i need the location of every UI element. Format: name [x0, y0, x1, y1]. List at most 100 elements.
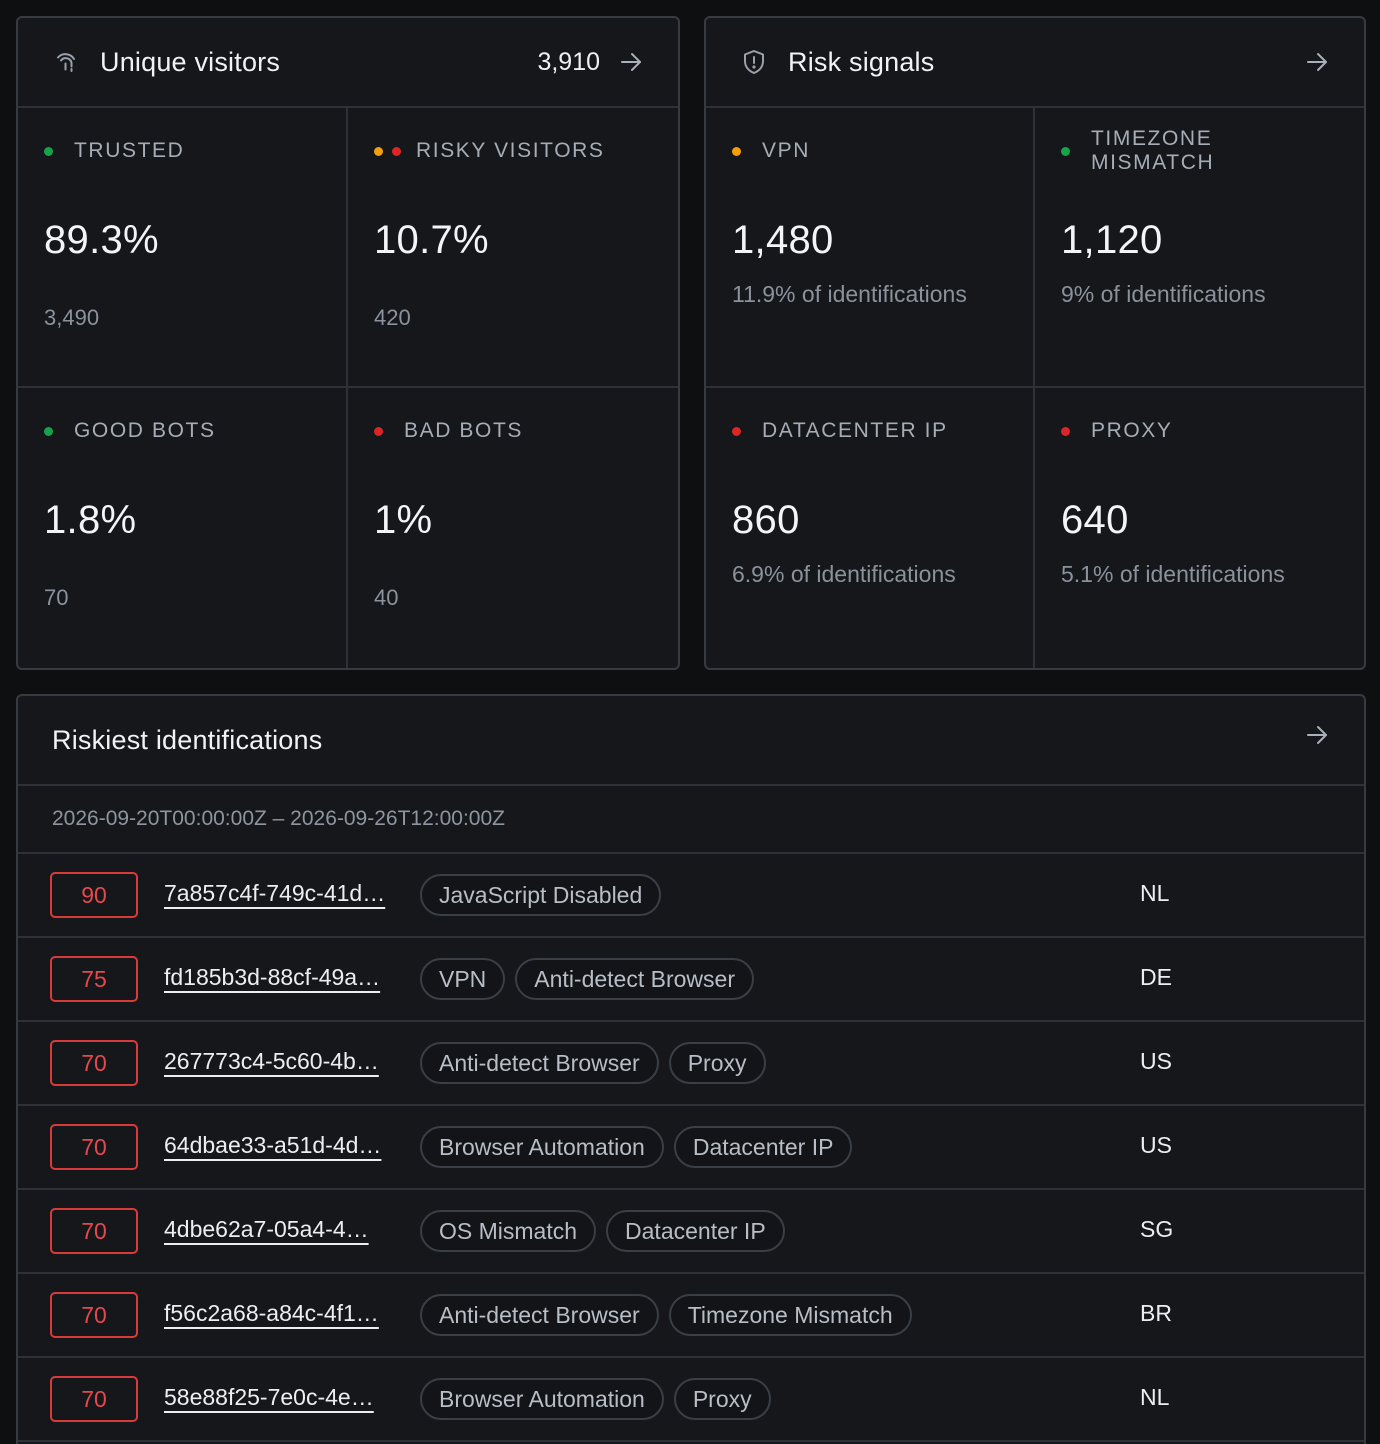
bad-bots-label: BAD BOTS [404, 419, 523, 442]
signal-tags: Anti-detect Browser Timezone Mismatch [420, 1294, 922, 1336]
bad-bots-cell[interactable]: BAD BOTS 1% 40 [348, 388, 678, 668]
fingerprint-icon [52, 48, 80, 76]
signal-tags: Anti-detect Browser Proxy [420, 1042, 776, 1084]
trusted-cell[interactable]: TRUSTED 89.3% 3,490 [18, 108, 348, 388]
risk-score-badge: 90 [50, 872, 138, 918]
cell-label: TRUSTED [44, 136, 320, 166]
trusted-label: TRUSTED [74, 139, 185, 162]
status-dot [1061, 426, 1079, 436]
table-row[interactable]: 70 64dbae33-a51d-4d… Browser Automation Dat… [18, 1106, 1364, 1190]
country-code: NL [1140, 1384, 1170, 1410]
arrow-right-icon[interactable] [1304, 722, 1330, 748]
good-bots-label: GOOD BOTS [74, 419, 216, 442]
status-dot [1061, 146, 1079, 156]
table-row[interactable]: 70 267773c4-5c60-4b… Anti-detect Browser Pr… [18, 1022, 1364, 1106]
identifications-list: 90 7a857c4f-749c-41d… JavaScript Disabled N… [18, 854, 1364, 1442]
datacenter-ip-share: 6.9% of identifications [732, 561, 956, 587]
signal-tag: Browser Automation [420, 1378, 664, 1420]
arrow-right-icon[interactable] [618, 49, 644, 75]
shield-icon [740, 48, 768, 76]
table-row[interactable]: 90 7a857c4f-749c-41d… JavaScript Disabled N… [18, 854, 1364, 938]
country-code: DE [1140, 964, 1172, 990]
table-row[interactable]: 75 fd185b3d-88cf-49a… VPN Anti-detect Brows… [18, 938, 1364, 1022]
arrow-right-icon[interactable] [1304, 49, 1330, 75]
signal-tags: JavaScript Disabled [420, 874, 671, 916]
visitor-id-link[interactable]: 58e88f25-7e0c-4e… [164, 1384, 374, 1410]
country-code: US [1140, 1048, 1172, 1074]
cell-label: PROXY [1061, 416, 1338, 446]
signal-tags: Browser Automation Proxy [420, 1378, 781, 1420]
risk-score-badge: 70 [50, 1208, 138, 1254]
visitors-grid: TRUSTED 89.3% 3,490 RISKY VISITORS 10.7%… [18, 108, 678, 668]
datacenter-ip-label: DATACENTER IP [762, 419, 948, 442]
bad-bots-percent: 1% [374, 498, 433, 542]
good-bots-count: 70 [44, 585, 69, 610]
table-row[interactable]: 70 4dbe62a7-05a4-4… OS Mismatch Datacenter … [18, 1190, 1364, 1274]
bad-bots-count: 40 [374, 585, 399, 610]
signal-tag: Proxy [668, 1042, 766, 1084]
cell-label: GOOD BOTS [44, 416, 320, 446]
visitor-id-link[interactable]: 4dbe62a7-05a4-4… [164, 1216, 369, 1242]
risky-visitors-percent: 10.7% [374, 218, 489, 262]
visitor-id-link[interactable]: f56c2a68-a84c-4f1… [164, 1300, 379, 1326]
proxy-label: PROXY [1091, 419, 1173, 442]
vpn-count: 1,480 [732, 218, 834, 262]
risky-visitors-label: RISKY VISITORS [416, 139, 605, 162]
risk-score-badge: 70 [50, 1376, 138, 1422]
risk-signals-title: Risk signals [788, 46, 935, 77]
visitor-id-link[interactable]: 64dbae33-a51d-4d… [164, 1132, 382, 1158]
country-code: BR [1140, 1300, 1172, 1326]
table-row[interactable]: 70 f56c2a68-a84c-4f1… Anti-detect Browser T… [18, 1274, 1364, 1358]
proxy-cell[interactable]: PROXY 640 5.1% of identifications [1035, 388, 1364, 668]
riskiest-title: Riskiest identifications [52, 724, 323, 755]
signal-tag: Anti-detect Browser [420, 1294, 659, 1336]
datacenter-ip-cell[interactable]: DATACENTER IP 860 6.9% of identification… [706, 388, 1035, 668]
table-row[interactable]: 70 58e88f25-7e0c-4e… Browser Automation Pro… [18, 1358, 1364, 1442]
risk-score-badge: 75 [50, 956, 138, 1002]
risk-score-badge: 70 [50, 1292, 138, 1338]
riskiest-identifications-card: Riskiest identifications 2026-09-20T00:0… [16, 694, 1366, 1444]
proxy-share: 5.1% of identifications [1061, 561, 1285, 587]
signal-tags: Browser Automation Datacenter IP [420, 1126, 862, 1168]
visitor-id-link[interactable]: fd185b3d-88cf-49a… [164, 964, 381, 990]
risk-score-badge: 70 [50, 1040, 138, 1086]
status-dot [44, 426, 62, 436]
cell-label: TIMEZONE MISMATCH [1061, 127, 1338, 174]
risk-signals-card: Risk signals VPN 1,480 11.9% of identifi… [704, 16, 1366, 670]
unique-visitors-title: Unique visitors [100, 46, 281, 77]
good-bots-percent: 1.8% [44, 498, 137, 542]
timezone-mismatch-cell[interactable]: TIMEZONE MISMATCH 1,120 9% of identifica… [1035, 108, 1364, 388]
risk-signals-grid: VPN 1,480 11.9% of identifications TIMEZ… [706, 108, 1364, 668]
signal-tag: Datacenter IP [606, 1210, 785, 1252]
cell-label: RISKY VISITORS [374, 136, 652, 166]
good-bots-cell[interactable]: GOOD BOTS 1.8% 70 [18, 388, 348, 668]
signal-tag: Anti-detect Browser [515, 958, 754, 1000]
signal-tag: Browser Automation [420, 1126, 664, 1168]
riskiest-header: Riskiest identifications [18, 696, 1364, 786]
risky-visitors-count: 420 [374, 305, 411, 330]
vpn-cell[interactable]: VPN 1,480 11.9% of identifications [706, 108, 1035, 388]
proxy-count: 640 [1061, 498, 1129, 542]
status-dot [732, 146, 750, 156]
unique-visitors-header: Unique visitors 3,910 [18, 18, 678, 108]
signal-tag: VPN [420, 958, 506, 1000]
vpn-label: VPN [762, 139, 810, 162]
cell-label: DATACENTER IP [732, 416, 1007, 446]
risky-visitors-cell[interactable]: RISKY VISITORS 10.7% 420 [348, 108, 678, 388]
signal-tag: JavaScript Disabled [420, 874, 662, 916]
signal-tag: Timezone Mismatch [668, 1294, 912, 1336]
visitor-id-link[interactable]: 267773c4-5c60-4b… [164, 1048, 379, 1074]
status-dot [44, 146, 62, 156]
country-code: NL [1140, 880, 1170, 906]
risk-signals-header: Risk signals [706, 18, 1364, 108]
timezone-mismatch-count: 1,120 [1061, 218, 1163, 262]
vpn-share: 11.9% of identifications [732, 281, 967, 307]
signal-tag: OS Mismatch [420, 1210, 597, 1252]
trusted-percent: 89.3% [44, 218, 159, 262]
unique-visitors-count: 3,910 [537, 47, 600, 76]
status-dot [374, 426, 392, 436]
visitor-id-link[interactable]: 7a857c4f-749c-41d… [164, 880, 386, 906]
risk-score-badge: 70 [50, 1124, 138, 1170]
unique-visitors-card: Unique visitors 3,910 TRUSTED 89.3% 3,49… [16, 16, 680, 670]
status-dot [732, 426, 750, 436]
